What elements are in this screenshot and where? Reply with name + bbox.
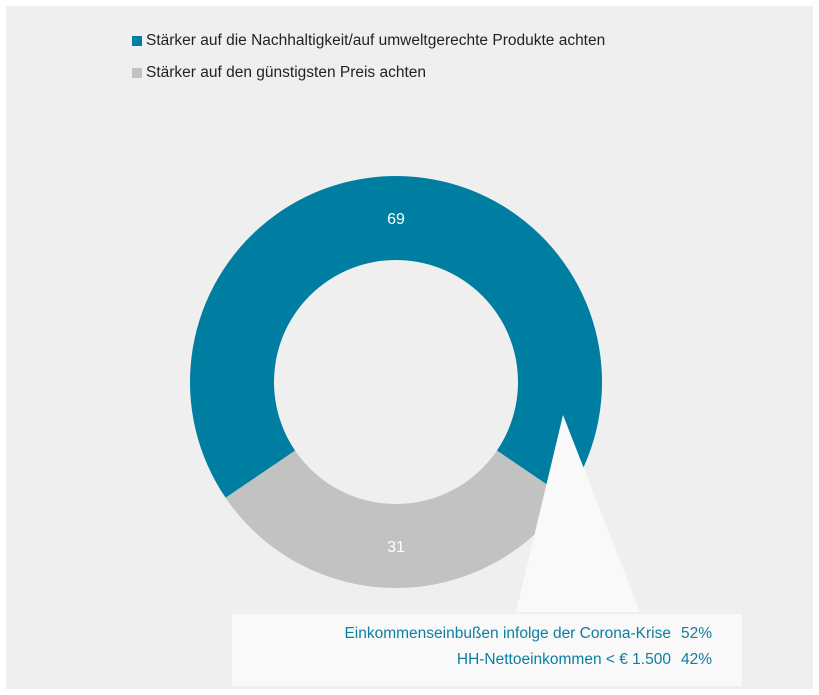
legend-item-price: Stärker auf den günstigsten Preis achten [132,62,605,84]
callout-text-household-income: HH-Nettoeinkommen < € 1.500 [456,651,671,668]
legend-label-price: Stärker auf den günstigsten Preis achten [146,64,427,81]
donut-slices [190,175,603,588]
slice-sustainability [190,175,603,498]
callout-line-income-loss: Einkommenseinbußen infolge der Corona-Kr… [344,625,712,643]
callout-line-household-income: HH-Nettoeinkommen < € 1.500 42% [457,651,712,669]
legend-label-sustainability: Stärker auf die Nachhaltigkeit/auf umwel… [146,32,606,49]
callout-value-household-income: 42% [680,651,712,668]
callout-pointer [516,415,640,612]
slice-price-label: 31 [387,539,405,556]
slice-sustainability-label: 69 [387,211,405,228]
callout-text-income-loss: Einkommenseinbußen infolge der Corona-Kr… [344,625,671,642]
slice-price [225,450,567,588]
legend: Stärker auf die Nachhaltigkeit/auf umwel… [132,30,605,94]
slice-labels: 69 31 [387,211,405,556]
legend-item-sustainability: Stärker auf die Nachhaltigkeit/auf umwel… [132,30,605,52]
legend-swatch-sustainability [132,36,142,46]
legend-swatch-price [132,68,142,78]
callout-value-income-loss: 52% [680,625,712,642]
callout-box: Einkommenseinbußen infolge der Corona-Kr… [232,614,742,686]
